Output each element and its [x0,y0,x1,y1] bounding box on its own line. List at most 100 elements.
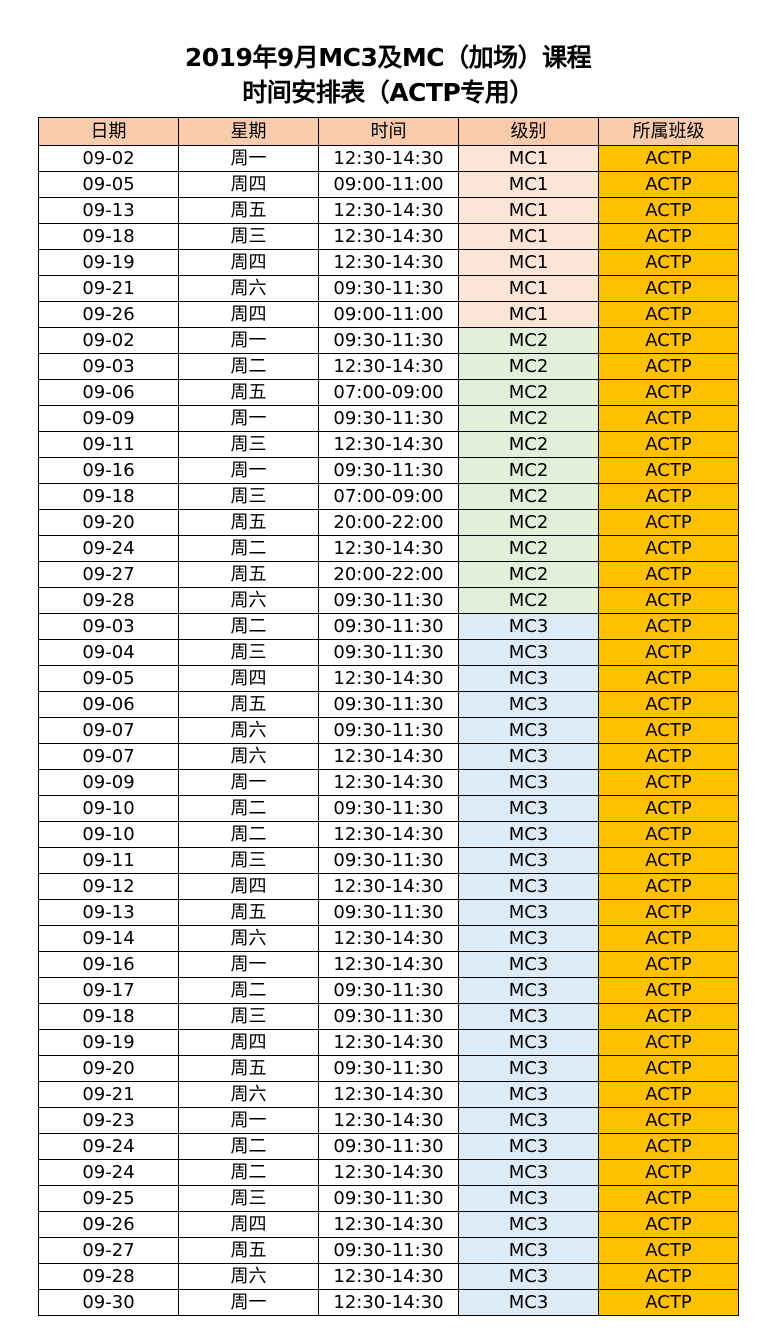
time-cell: 12:30-14:30 [318,197,459,224]
table-row: 09-27 周五 09:30-11:30 MC3 ACTP [38,1237,739,1264]
table-body: 09-02 周一 12:30-14:30 MC1 ACTP 09-05 周四 09:00-11… [38,145,739,1316]
weekday-cell: 周一 [178,769,319,796]
table-row: 09-16 周一 12:30-14:30 MC3 ACTP [38,951,739,978]
date-cell: 09-23 [38,1107,179,1134]
date-cell: 09-03 [38,613,179,640]
weekday-cell: 周二 [178,535,319,562]
class-cell: ACTP [598,405,739,432]
class-cell: ACTP [598,1081,739,1108]
level-cell: MC3 [458,1133,599,1160]
time-cell: 12:30-14:30 [318,925,459,952]
weekday-cell: 周六 [178,925,319,952]
class-cell: ACTP [598,977,739,1004]
class-cell: ACTP [598,1003,739,1030]
table-row: 09-02 周一 09:30-11:30 MC2 ACTP [38,327,739,354]
date-cell: 09-12 [38,873,179,900]
table-row: 09-02 周一 12:30-14:30 MC1 ACTP [38,145,739,172]
table-row: 09-25 周三 09:30-11:30 MC3 ACTP [38,1185,739,1212]
weekday-cell: 周四 [178,301,319,328]
header-weekday: 星期 [178,117,319,146]
time-cell: 12:30-14:30 [318,1029,459,1056]
weekday-cell: 周二 [178,821,319,848]
time-cell: 12:30-14:30 [318,665,459,692]
class-cell: ACTP [598,483,739,510]
class-cell: ACTP [598,821,739,848]
time-cell: 09:30-11:30 [318,717,459,744]
table-row: 09-18 周三 07:00-09:00 MC2 ACTP [38,483,739,510]
table-row: 09-12 周四 12:30-14:30 MC3 ACTP [38,873,739,900]
level-cell: MC3 [458,1263,599,1290]
table-row: 09-24 周二 09:30-11:30 MC3 ACTP [38,1133,739,1160]
table-row: 09-07 周六 09:30-11:30 MC3 ACTP [38,717,739,744]
class-cell: ACTP [598,1029,739,1056]
level-cell: MC1 [458,197,599,224]
weekday-cell: 周四 [178,171,319,198]
level-cell: MC1 [458,275,599,302]
weekday-cell: 周五 [178,561,319,588]
level-cell: MC2 [458,431,599,458]
class-cell: ACTP [598,353,739,380]
date-cell: 09-14 [38,925,179,952]
weekday-cell: 周五 [178,1055,319,1082]
class-cell: ACTP [598,717,739,744]
table-row: 09-18 周三 09:30-11:30 MC3 ACTP [38,1003,739,1030]
time-cell: 12:30-14:30 [318,1211,459,1238]
table-row: 09-23 周一 12:30-14:30 MC3 ACTP [38,1107,739,1134]
time-cell: 09:30-11:30 [318,457,459,484]
level-cell: MC1 [458,249,599,276]
class-cell: ACTP [598,951,739,978]
date-cell: 09-06 [38,379,179,406]
weekday-cell: 周五 [178,509,319,536]
date-cell: 09-18 [38,483,179,510]
weekday-cell: 周五 [178,379,319,406]
class-cell: ACTP [598,639,739,666]
time-cell: 20:00-22:00 [318,509,459,536]
date-cell: 09-21 [38,1081,179,1108]
time-cell: 12:30-14:30 [318,821,459,848]
weekday-cell: 周三 [178,483,319,510]
table-row: 09-05 周四 09:00-11:00 MC1 ACTP [38,171,739,198]
class-cell: ACTP [598,587,739,614]
weekday-cell: 周四 [178,873,319,900]
weekday-cell: 周六 [178,587,319,614]
class-cell: ACTP [598,431,739,458]
weekday-cell: 周六 [178,1081,319,1108]
level-cell: MC2 [458,327,599,354]
class-cell: ACTP [598,249,739,276]
level-cell: MC3 [458,873,599,900]
date-cell: 09-24 [38,535,179,562]
class-cell: ACTP [598,1107,739,1134]
level-cell: MC3 [458,639,599,666]
weekday-cell: 周一 [178,951,319,978]
weekday-cell: 周六 [178,275,319,302]
weekday-cell: 周四 [178,249,319,276]
table-row: 09-11 周三 12:30-14:30 MC2 ACTP [38,431,739,458]
date-cell: 09-20 [38,1055,179,1082]
level-cell: MC2 [458,509,599,536]
class-cell: ACTP [598,743,739,770]
time-cell: 09:30-11:30 [318,1185,459,1212]
level-cell: MC3 [458,1211,599,1238]
time-cell: 09:30-11:30 [318,691,459,718]
table-row: 09-20 周五 20:00-22:00 MC2 ACTP [38,509,739,536]
schedule-table: 日期 星期 时间 级别 所属班级 09-02 周一 12:30-14:30 MC1 AC… [38,117,739,1316]
table-row: 09-09 周一 12:30-14:30 MC3 ACTP [38,769,739,796]
time-cell: 12:30-14:30 [318,1107,459,1134]
level-cell: MC2 [458,457,599,484]
table-row: 09-06 周五 09:30-11:30 MC3 ACTP [38,691,739,718]
class-cell: ACTP [598,1055,739,1082]
time-cell: 09:30-11:30 [318,977,459,1004]
class-cell: ACTP [598,795,739,822]
weekday-cell: 周一 [178,457,319,484]
date-cell: 09-11 [38,431,179,458]
weekday-cell: 周五 [178,197,319,224]
date-cell: 09-27 [38,561,179,588]
time-cell: 12:30-14:30 [318,1289,459,1316]
weekday-cell: 周二 [178,1133,319,1160]
date-cell: 09-18 [38,1003,179,1030]
weekday-cell: 周一 [178,405,319,432]
time-cell: 09:30-11:30 [318,587,459,614]
class-cell: ACTP [598,873,739,900]
weekday-cell: 周三 [178,847,319,874]
class-cell: ACTP [598,899,739,926]
